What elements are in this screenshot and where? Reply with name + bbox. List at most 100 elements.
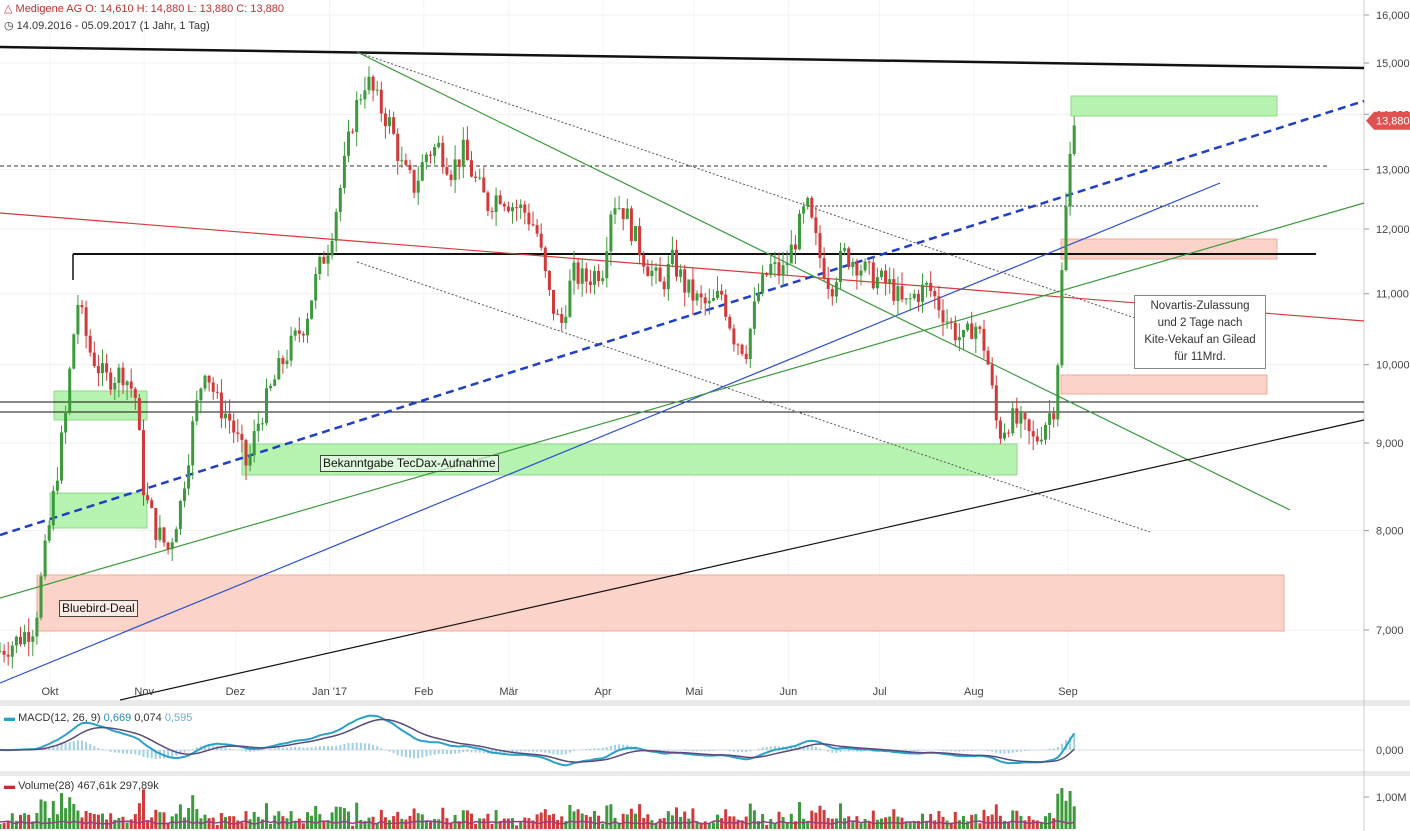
volume-bar (539, 812, 543, 829)
candle-up (117, 367, 121, 383)
macd-axis-label: 0,000 (1376, 745, 1404, 757)
macd-histogram-bar (1048, 748, 1051, 750)
volume-bar (113, 819, 117, 829)
instrument-header: △ Medigene AG O: 14,610 H: 14,880 L: 13,… (4, 2, 284, 15)
macd-histogram-bar (60, 743, 63, 750)
candle-down (531, 224, 535, 226)
candle-up (260, 423, 264, 425)
annotation-tecdax[interactable]: Bekanntgabe TecDax-Aufnahme (320, 455, 499, 472)
volume-bar (457, 821, 461, 829)
macd-histogram-bar (142, 750, 145, 758)
volume-bar (125, 822, 129, 829)
volume-bar (424, 820, 428, 829)
annotation-novartis[interactable]: Novartis-Zulassung und 2 Tage nach Kite-… (1134, 295, 1266, 369)
macd-histogram-bar (835, 750, 838, 753)
macd-histogram-bar (532, 750, 534, 752)
volume-bar (400, 818, 404, 829)
x-tick-label: Mai (685, 686, 703, 698)
volume-bar (183, 817, 186, 829)
volume-bar (519, 820, 523, 829)
candle-up (839, 250, 842, 283)
x-tick-label: Dez (226, 686, 246, 698)
candle-up (35, 617, 39, 637)
candle-down (933, 290, 937, 297)
volume-bar (818, 805, 822, 829)
volume-bar (363, 820, 367, 829)
candle-down (1027, 419, 1031, 432)
candle-up (904, 298, 908, 300)
candle-up (277, 358, 281, 380)
volume-bar (703, 821, 707, 829)
candle-up (511, 207, 514, 212)
candle-down (88, 335, 92, 353)
macd-histogram-bar (962, 750, 965, 752)
macd-histogram-bar (146, 750, 149, 758)
candle-down (441, 142, 445, 168)
candle-down (900, 286, 904, 300)
volume-bar (629, 808, 633, 829)
candle-up (666, 263, 670, 290)
long-support-line (119, 419, 1365, 701)
candle-up (966, 323, 970, 331)
candle-down (871, 262, 875, 289)
macd-histogram-bar (122, 750, 124, 754)
candle-down (322, 256, 326, 264)
volume-bar (162, 812, 166, 829)
macd-histogram-bar (905, 750, 908, 752)
candle-up (1068, 153, 1072, 207)
candle-up (769, 263, 773, 276)
volume-bar (523, 817, 527, 829)
macd-histogram-bar (855, 750, 858, 752)
macd-histogram-bar (966, 750, 969, 751)
candle-down (2, 650, 6, 655)
annotation-bluebird[interactable]: Bluebird-Deal (59, 600, 138, 617)
x-tick-label: Jan '17 (312, 686, 347, 698)
volume-bar (289, 811, 293, 829)
candle-up (773, 262, 777, 264)
candle-down (109, 372, 113, 390)
volume-bar (1044, 816, 1047, 829)
candle-down (232, 420, 236, 433)
macd-histogram-bar (130, 750, 133, 754)
macd-histogram-bar (761, 747, 764, 750)
macd-histogram-bar (794, 746, 797, 750)
macd-histogram-bar (995, 750, 998, 753)
volume-bar (855, 816, 859, 829)
volume-bar (1052, 818, 1056, 829)
candle-down (392, 117, 396, 134)
macd-signal-line (0, 718, 1075, 763)
volume-bar (117, 817, 121, 829)
volume-bar (461, 810, 465, 829)
volume-bar (215, 824, 219, 829)
green-zone (53, 390, 148, 421)
macd-histogram-bar (732, 750, 735, 752)
macd-histogram-bar (683, 750, 686, 751)
volume-bar (269, 823, 273, 829)
panel-divider (0, 700, 1410, 706)
macd-histogram-bar (409, 750, 411, 758)
macd-histogram-bar (556, 750, 559, 755)
macd-histogram-bar (1056, 747, 1059, 750)
macd-histogram-bar (331, 746, 334, 750)
volume-bar (978, 823, 982, 829)
candle-down (211, 382, 215, 392)
candle-down (543, 247, 547, 271)
candle-down (646, 266, 650, 277)
macd-histogram-bar (413, 750, 416, 759)
candle-down (228, 413, 232, 421)
volume-bar (449, 822, 453, 829)
volume-bar (564, 821, 568, 829)
volume-bar (990, 814, 994, 829)
candle-down (351, 131, 355, 133)
macd-histogram-bar (687, 750, 690, 751)
candle-down (146, 495, 150, 501)
macd-histogram-bar (253, 750, 256, 752)
candle-up (330, 240, 334, 256)
macd-histogram-bar (81, 740, 83, 750)
macd-histogram-bar (343, 744, 346, 750)
macd-histogram-bar (778, 746, 780, 750)
volume-bar (798, 801, 801, 829)
volume-bar (1039, 822, 1043, 829)
volume-bar (966, 821, 970, 829)
